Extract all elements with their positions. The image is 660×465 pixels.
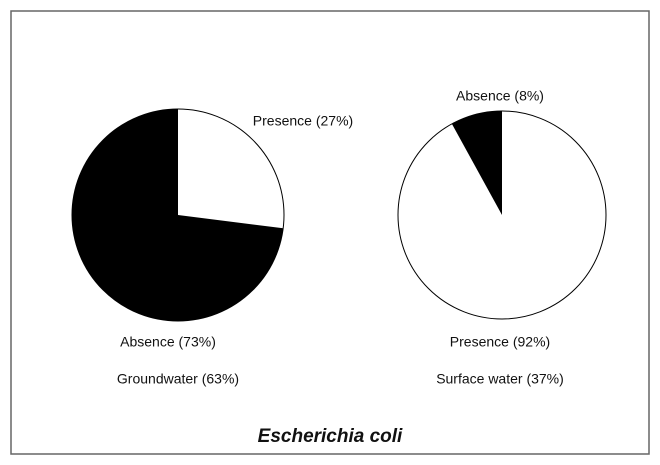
pie-outline	[397, 110, 607, 320]
slice-label: Absence (73%)	[120, 334, 216, 350]
slice-label: Absence (8%)	[456, 88, 544, 104]
pie-slice	[451, 111, 502, 215]
pie-slice	[178, 109, 284, 229]
chart-title: Escherichia coli	[258, 426, 403, 447]
slice-label: Presence (92%)	[450, 334, 550, 350]
pie-title: Surface water (37%)	[436, 371, 564, 387]
slice-label: Presence (27%)	[253, 113, 353, 129]
pie-outline	[71, 108, 285, 322]
pie-slice	[72, 109, 284, 322]
pie-title: Groundwater (63%)	[117, 371, 239, 387]
